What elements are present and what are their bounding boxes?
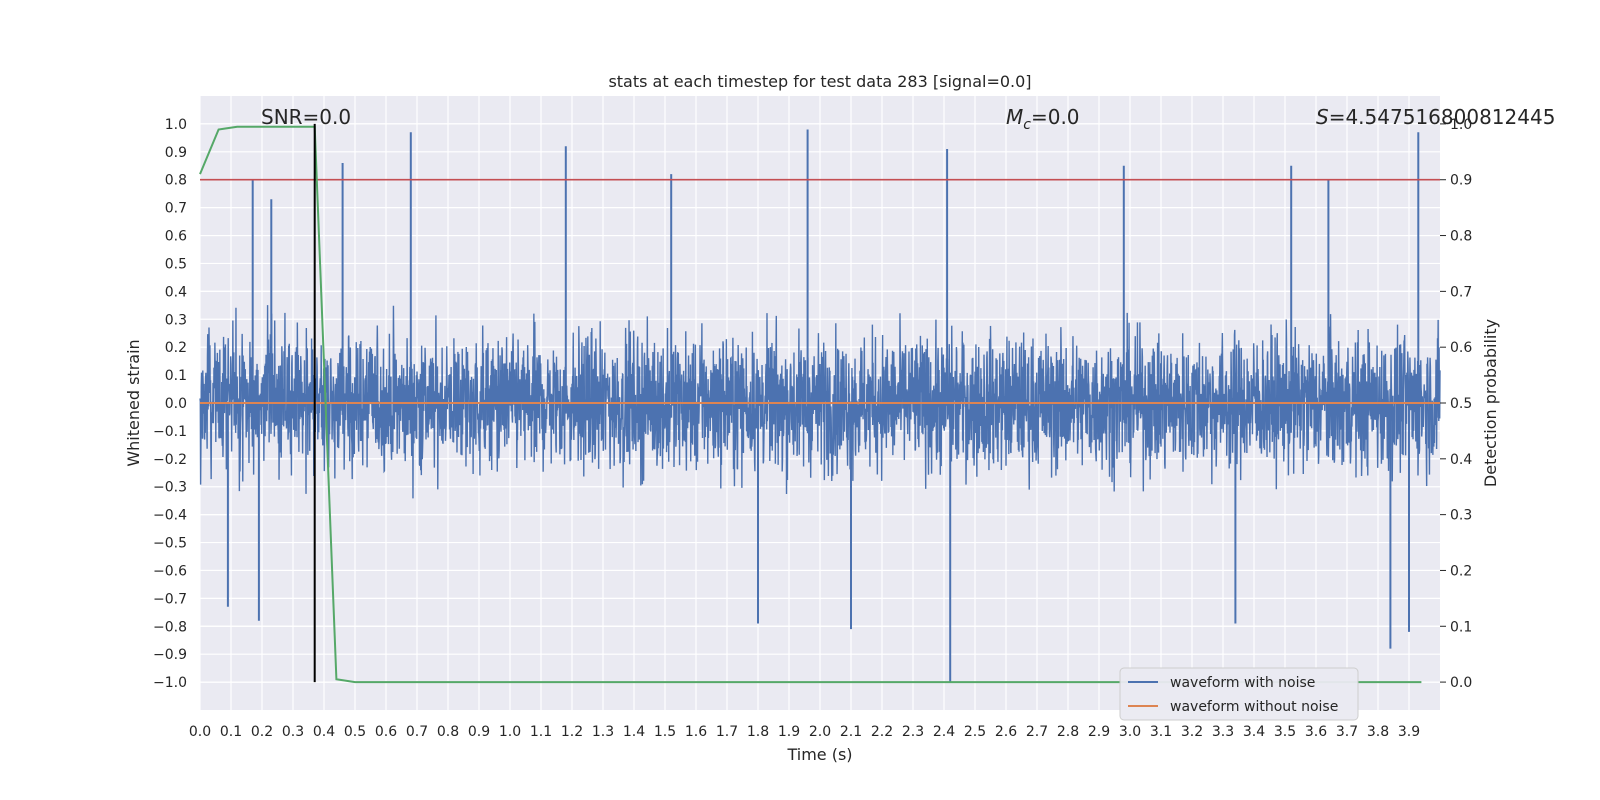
x-tick-label: 2.7 — [1026, 724, 1048, 740]
x-tick-label: 3.4 — [1243, 724, 1265, 740]
y2-tick-label: 0.7 — [1450, 284, 1472, 300]
x-tick-label: 1.0 — [499, 724, 521, 740]
y-tick-label: −0.3 — [153, 480, 187, 496]
x-tick-labels: 0.0 0.1 0.2 0.3 0.4 0.5 0.6 0.7 0.8 0.9 1.0 1.1 1.2 1… — [189, 724, 1420, 740]
x-tick-label: 2.9 — [1088, 724, 1110, 740]
y2-tick-label: 0.0 — [1450, 675, 1472, 691]
y2-tick-label: 0.1 — [1450, 619, 1472, 635]
x-tick-label: 0.9 — [468, 724, 490, 740]
x-tick-label: 3.7 — [1336, 724, 1358, 740]
x-tick-label: 2.1 — [840, 724, 862, 740]
legend-label-noise: waveform with noise — [1170, 675, 1315, 691]
x-tick-label: 1.5 — [654, 724, 676, 740]
y-tick-label: 0.2 — [165, 340, 187, 356]
overlays — [199, 123, 1440, 684]
y-tick-label: −0.9 — [153, 647, 187, 663]
y-tick-label: 0.1 — [165, 368, 187, 384]
x-tick-label: 1.4 — [623, 724, 645, 740]
legend-label-clean: waveform without noise — [1170, 699, 1338, 715]
x-tick-label: 2.5 — [964, 724, 986, 740]
y-tick-labels: 1.0 0.9 0.8 0.7 0.6 0.5 0.4 0.3 0.2 0.1 0.0 −0.1 −0.… — [153, 117, 187, 691]
y-tick-label: −0.5 — [153, 536, 187, 552]
y2-tick-label: 0.6 — [1450, 340, 1472, 356]
x-tick-label: 2.8 — [1057, 724, 1079, 740]
annotation-snr: SNR=0.0 — [261, 105, 351, 129]
x-tick-label: 1.3 — [592, 724, 614, 740]
y2-tick-label: 0.4 — [1450, 452, 1472, 468]
x-tick-label: 1.2 — [561, 724, 583, 740]
x-tick-label: 1.1 — [530, 724, 552, 740]
y2-axis-label: Detection probability — [1481, 319, 1500, 487]
x-tick-label: 3.3 — [1212, 724, 1234, 740]
y2-tick-labels: 1.0 0.9 0.8 0.7 0.6 0.5 0.4 0.3 0.2 0.1 0.0 — [1440, 117, 1472, 691]
x-tick-label: 3.9 — [1398, 724, 1420, 740]
x-tick-label: 3.6 — [1305, 724, 1327, 740]
series-waveform-with-noise — [199, 129, 1441, 683]
detection-probability-line — [199, 125, 1422, 684]
x-tick-label: 1.6 — [685, 724, 707, 740]
y2-tick-label: 0.8 — [1450, 229, 1472, 245]
y-tick-label: −1.0 — [153, 675, 187, 691]
y2-tick-label: 0.5 — [1450, 396, 1472, 412]
x-tick-label: 0.6 — [375, 724, 397, 740]
x-tick-label: 2.0 — [809, 724, 831, 740]
legend: waveform with noise waveform without noi… — [1119, 667, 1359, 721]
y-tick-label: 0.4 — [165, 284, 187, 300]
y2-tick-label: 0.3 — [1450, 508, 1472, 524]
x-tick-label: 0.1 — [220, 724, 242, 740]
y-tick-label: −0.2 — [153, 452, 187, 468]
x-tick-label: 0.3 — [282, 724, 304, 740]
x-tick-label: 3.5 — [1274, 724, 1296, 740]
y2-tick-label: 0.9 — [1450, 173, 1472, 189]
x-tick-label: 2.6 — [995, 724, 1017, 740]
y-tick-label: 0.6 — [165, 229, 187, 245]
chart-title: stats at each timestep for test data 283… — [608, 72, 1031, 91]
x-axis-label: Time (s) — [786, 745, 852, 764]
x-tick-label: 1.8 — [747, 724, 769, 740]
y-tick-label: 1.0 — [165, 117, 187, 133]
y-tick-label: −0.8 — [153, 619, 187, 635]
y2-tick-label: 0.2 — [1450, 563, 1472, 579]
x-tick-label: 2.2 — [871, 724, 893, 740]
x-tick-label: 1.9 — [778, 724, 800, 740]
x-tick-label: 3.0 — [1119, 724, 1141, 740]
x-tick-label: 3.2 — [1181, 724, 1203, 740]
x-tick-label: 1.7 — [716, 724, 738, 740]
x-tick-label: 0.2 — [251, 724, 273, 740]
y-tick-label: 0.9 — [165, 145, 187, 161]
y-axis-label: Whitened strain — [124, 339, 143, 466]
y-tick-label: −0.6 — [153, 563, 187, 579]
y-tick-label: 0.5 — [165, 256, 187, 272]
y-tick-label: 0.8 — [165, 173, 187, 189]
y-tick-label: 0.3 — [165, 312, 187, 328]
y-tick-label: −0.1 — [153, 424, 187, 440]
annotation-s: S=4.547516800812445 — [1316, 105, 1555, 129]
y-tick-label: −0.7 — [153, 591, 187, 607]
x-tick-label: 2.3 — [902, 724, 924, 740]
waveform-with-noise-line — [199, 305, 1441, 499]
legend-box — [1119, 667, 1359, 721]
y-tick-label: 0.7 — [165, 201, 187, 217]
x-tick-label: 0.8 — [437, 724, 459, 740]
y2-tick-label: 1.0 — [1450, 117, 1472, 133]
y-tick-label: 0.0 — [165, 396, 187, 412]
x-tick-label: 0.5 — [344, 724, 366, 740]
x-tick-label: 3.1 — [1150, 724, 1172, 740]
x-tick-label: 0.0 — [189, 724, 211, 740]
y-tick-label: −0.4 — [153, 508, 187, 524]
x-tick-label: 2.4 — [933, 724, 955, 740]
x-tick-label: 0.7 — [406, 724, 428, 740]
annotation-chirp-mass: Mc=0.0 — [1006, 105, 1080, 133]
x-tick-label: 3.8 — [1367, 724, 1389, 740]
x-tick-label: 0.4 — [313, 724, 335, 740]
